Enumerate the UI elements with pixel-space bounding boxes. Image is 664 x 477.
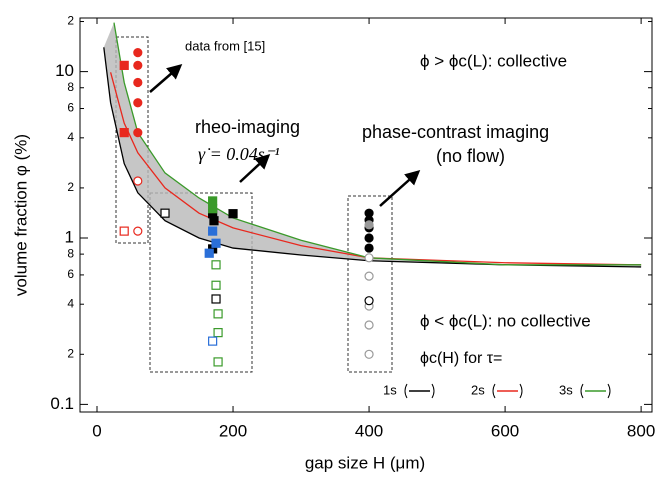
circle-point — [364, 233, 374, 243]
group-boxes — [115, 36, 393, 373]
y-tick-label: 4 — [67, 130, 74, 144]
circle-point — [133, 176, 143, 186]
y-axis-label: volume fraction φ (%) — [11, 134, 30, 296]
legend-paren — [404, 383, 408, 399]
y-tick-label: 10 — [55, 61, 74, 80]
y-tick-label: 6 — [67, 101, 74, 115]
legend-paren — [607, 383, 611, 399]
box — [115, 36, 149, 244]
annotation: γ̇ = 0.04s⁻¹ — [198, 144, 280, 164]
x-tick-label: 400 — [355, 421, 383, 440]
square-point — [119, 127, 129, 138]
legend-title: ϕc(H) for τ= — [420, 350, 502, 367]
y-tick-label: 8 — [67, 246, 74, 260]
annotation: rheo-imaging — [195, 117, 300, 137]
legend-paren — [492, 383, 496, 399]
x-tick-label: 800 — [627, 421, 655, 440]
x-axis-label: gap size H (μm) — [305, 453, 425, 472]
curve — [109, 72, 642, 266]
y-tick-label: 6 — [67, 267, 74, 281]
x-tick-label: 200 — [219, 421, 247, 440]
y-tick-label: 2 — [67, 14, 74, 28]
square-point — [208, 226, 218, 236]
y-tick-label: 0.1 — [50, 394, 74, 413]
y-tick-label: 2 — [67, 180, 74, 194]
circle-point — [364, 220, 374, 230]
square-point — [204, 248, 214, 258]
arrow — [379, 169, 421, 207]
annotation: data from [15] — [185, 38, 265, 53]
legend-label: 2s — [471, 382, 485, 397]
square-point — [119, 60, 129, 70]
circle-point — [364, 253, 374, 263]
circle-point — [364, 296, 374, 306]
square-point — [208, 336, 218, 346]
square-point — [211, 260, 221, 270]
circle-point — [364, 320, 374, 330]
annotation: ϕ < ϕc(L): no collective — [420, 311, 591, 330]
circle-point — [364, 243, 374, 253]
legend-paren — [431, 383, 435, 399]
y-tick-label: 2 — [67, 346, 74, 360]
circle-point — [133, 48, 143, 58]
legend-label: 1s — [383, 382, 397, 397]
y-tick-label: 8 — [67, 80, 74, 94]
annotation: phase-contrast imaging — [362, 122, 549, 142]
square-point — [208, 196, 218, 206]
legend-paren — [519, 383, 523, 399]
square-point — [211, 280, 221, 290]
plot-frame — [79, 17, 653, 413]
arrow — [239, 153, 271, 183]
y-tick-label: 1 — [65, 227, 74, 246]
square-point — [213, 357, 223, 367]
square-point — [213, 309, 223, 319]
annotation: (no flow) — [436, 146, 505, 166]
square-point — [228, 209, 238, 219]
arrow — [149, 64, 183, 93]
circle-point — [133, 60, 143, 70]
circle-point — [364, 271, 374, 281]
curve — [103, 47, 642, 268]
circle-point — [133, 127, 143, 138]
square-point — [211, 294, 221, 304]
square-point — [208, 204, 218, 214]
circle-point — [133, 77, 143, 88]
square-point — [209, 216, 219, 226]
annotation: ϕ > ϕc(L): collective — [420, 51, 567, 70]
arrows — [149, 64, 421, 207]
square-point — [119, 226, 129, 236]
box — [347, 195, 393, 373]
x-tick-label: 0 — [92, 421, 101, 440]
circle-point — [133, 226, 143, 236]
square-point — [160, 208, 170, 218]
y-tick-label: 4 — [67, 296, 74, 310]
box — [149, 192, 253, 373]
legend-label: 3s — [559, 382, 573, 397]
circle-point — [364, 349, 374, 359]
circle-point — [133, 98, 143, 108]
square-point — [211, 238, 221, 248]
square-point — [213, 328, 223, 338]
x-tick-label: 600 — [491, 421, 519, 440]
legend-paren — [580, 383, 584, 399]
